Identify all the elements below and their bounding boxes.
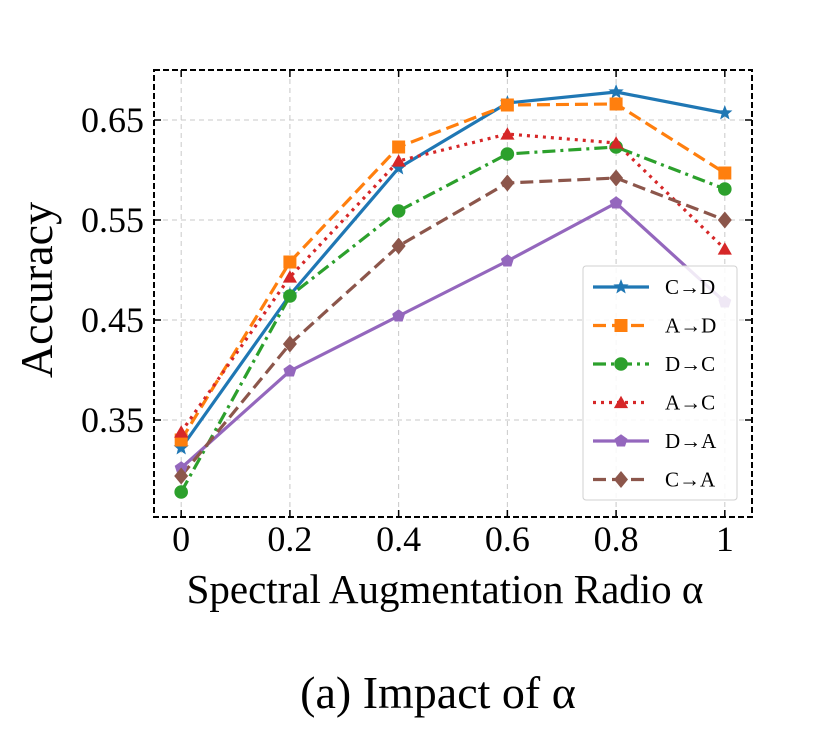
data-point-d-to-c — [500, 147, 515, 161]
legend-label-a-to-d: A→D — [665, 314, 716, 338]
figure-caption: (a) Impact of α — [300, 667, 576, 718]
data-point-d-to-c — [718, 182, 732, 196]
data-point-a-to-c — [391, 154, 406, 167]
data-point-d-to-a — [283, 364, 297, 377]
data-point-d-to-a — [500, 254, 514, 267]
x-axis-label: Spectral Augmentation Radio α — [187, 566, 704, 612]
data-point-d-to-a — [609, 196, 623, 209]
series-line-d-to-a — [180, 201, 726, 470]
data-point-d-to-c — [283, 289, 297, 303]
data-point-d-to-c — [174, 485, 188, 499]
legend-label-d-to-a: D→A — [665, 429, 717, 453]
data-point-c-to-a — [282, 335, 297, 353]
y-axis-label: Accuracy — [11, 202, 62, 378]
data-point-a-to-c — [609, 136, 624, 149]
data-point-a-to-c — [174, 425, 189, 438]
x-tick-label: 0 — [172, 519, 190, 559]
data-point-a-to-d — [609, 97, 623, 111]
data-point-c-to-a — [717, 211, 732, 229]
data-point-a-to-c — [717, 242, 732, 255]
plot-frame — [153, 69, 753, 518]
data-point-c-to-d — [173, 440, 189, 455]
x-tick-label: 0.6 — [485, 519, 530, 559]
legend-label-c-to-d: C→D — [665, 275, 715, 299]
legend: C→D A→D D→C A→C D→A C→A — [582, 265, 738, 501]
data-point-c-to-a — [174, 467, 189, 485]
series-line-c-to-d — [179, 90, 726, 449]
legend-marker-a-to-c — [613, 395, 629, 409]
data-point-a-to-c — [282, 270, 297, 283]
legend-box — [582, 265, 738, 501]
legend-label-a-to-c: A→C — [665, 391, 715, 415]
data-point-a-to-d — [718, 166, 732, 180]
axis-ticks: 0 0.2 0.4 0.6 0.8 1 0.35 0.45 0.55 0.65 — [81, 70, 752, 559]
data-point-a-to-c — [500, 127, 515, 140]
data-point-d-to-c — [391, 204, 406, 218]
series-line-d-to-c — [179, 145, 726, 493]
data-point-d-to-a — [174, 461, 188, 474]
data-point-a-to-d — [500, 98, 514, 112]
legend-marker-d-to-c — [614, 357, 628, 371]
series-lines — [179, 90, 726, 493]
x-tick-label: 0.2 — [267, 519, 312, 559]
data-point-c-to-a — [609, 169, 624, 187]
series-line-c-to-a — [179, 176, 726, 478]
x-tick-label: 0.4 — [376, 519, 421, 559]
y-tick-label: 0.65 — [81, 100, 144, 140]
legend-marker-c-to-d — [613, 279, 629, 294]
data-point-c-to-d — [608, 84, 624, 99]
x-tick-label: 0.8 — [594, 519, 639, 559]
data-point-c-to-a — [500, 174, 515, 192]
y-tick-label: 0.45 — [81, 300, 144, 340]
series-line-a-to-c — [179, 132, 726, 433]
data-point-a-to-d — [283, 255, 297, 269]
series-line-a-to-d — [179, 102, 726, 441]
data-point-c-to-a — [391, 237, 406, 255]
legend-label-d-to-c: D→C — [665, 352, 715, 376]
y-tick-label: 0.55 — [81, 200, 144, 240]
legend-marker-a-to-d — [614, 319, 628, 332]
data-point-a-to-d — [392, 140, 406, 154]
x-tick-label: 1 — [716, 519, 734, 559]
data-point-c-to-d — [717, 105, 733, 120]
legend-label-c-to-a: C→A — [665, 468, 716, 492]
data-point-d-to-a — [392, 309, 406, 322]
y-tick-label: 0.35 — [81, 400, 144, 440]
data-point-c-to-d — [391, 160, 407, 175]
legend-marker-c-to-a — [614, 471, 628, 488]
legend-marker-d-to-a — [614, 434, 628, 447]
